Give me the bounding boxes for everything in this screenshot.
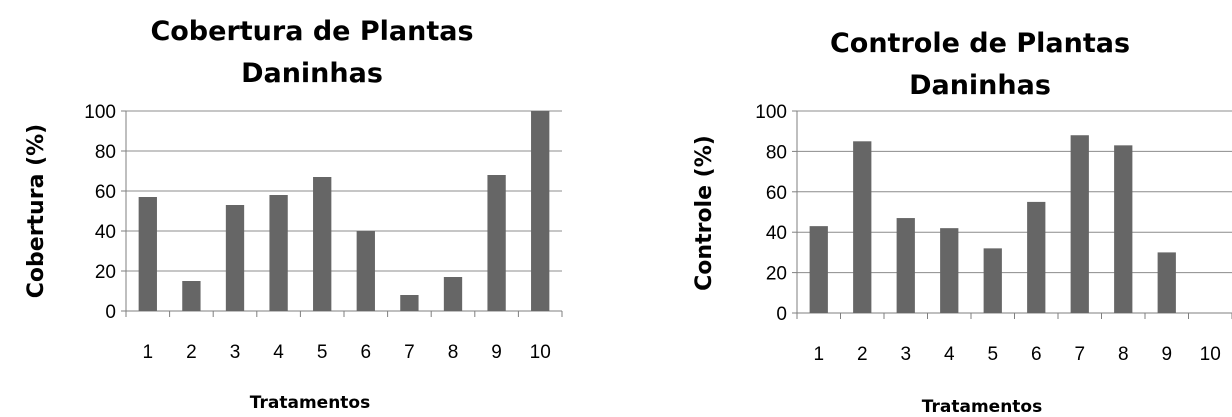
bar bbox=[1114, 145, 1133, 313]
bar bbox=[400, 295, 419, 311]
chart-title-line-2: Daninhas bbox=[241, 58, 383, 89]
x-tick-label: 5 bbox=[987, 344, 998, 365]
cobertura-chart: Cobertura de Plantas Daninhas Cobertura … bbox=[0, 0, 600, 417]
plot-area: 0 20 40 60 80 100 1 2 3 4 5 6 7 8 9 10 bbox=[84, 102, 563, 363]
x-tick-label: 2 bbox=[186, 342, 197, 363]
y-tick-label: 20 bbox=[95, 262, 116, 283]
controle-chart-svg: Controle de Plantas Daninhas Controle (%… bbox=[692, 28, 1232, 417]
x-tick-label: 4 bbox=[944, 344, 955, 365]
x-tick-label: 1 bbox=[143, 342, 154, 363]
cobertura-chart-svg: Cobertura de Plantas Daninhas Cobertura … bbox=[24, 16, 563, 413]
y-tick-label: 60 bbox=[766, 183, 787, 204]
y-tick-label: 80 bbox=[95, 142, 116, 163]
bar bbox=[983, 248, 1002, 313]
y-tick-label: 100 bbox=[755, 102, 787, 123]
x-tick-label: 10 bbox=[530, 342, 551, 363]
y-tick-label: 20 bbox=[766, 264, 787, 285]
chart-title-line-2: Daninhas bbox=[909, 70, 1051, 101]
x-axis-label: Tratamentos bbox=[250, 393, 370, 413]
y-tick-label: 100 bbox=[84, 102, 116, 123]
y-tick-label: 40 bbox=[95, 222, 116, 243]
chart-title-line-1: Controle de Plantas bbox=[830, 28, 1130, 59]
chart-title-line-1: Cobertura de Plantas bbox=[150, 16, 473, 47]
bar bbox=[896, 218, 915, 313]
bar bbox=[1157, 252, 1176, 313]
bar bbox=[531, 111, 550, 311]
x-tick-label: 6 bbox=[1031, 344, 1042, 365]
x-tick-label: 5 bbox=[317, 342, 328, 363]
bar bbox=[313, 177, 332, 311]
bar bbox=[182, 281, 201, 311]
x-tick-label: 3 bbox=[900, 344, 911, 365]
y-axis-label: Controle (%) bbox=[692, 135, 717, 291]
bar bbox=[269, 195, 288, 311]
x-tick-label: 7 bbox=[404, 342, 415, 363]
x-tick-label: 10 bbox=[1200, 344, 1221, 365]
bar bbox=[1027, 201, 1046, 313]
x-axis-label: Tratamentos bbox=[922, 397, 1042, 417]
x-tick-label: 9 bbox=[491, 342, 502, 363]
bar bbox=[138, 197, 157, 311]
y-tick-label: 60 bbox=[95, 182, 116, 203]
x-tick-label: 7 bbox=[1074, 344, 1085, 365]
bar bbox=[1070, 135, 1089, 313]
bar bbox=[853, 141, 872, 313]
x-tick-label: 8 bbox=[1118, 344, 1129, 365]
bar bbox=[356, 231, 375, 311]
y-axis-label: Cobertura (%) bbox=[24, 124, 49, 298]
bar bbox=[940, 228, 959, 313]
controle-chart: Controle de Plantas Daninhas Controle (%… bbox=[640, 0, 1232, 417]
x-tick-label: 3 bbox=[230, 342, 241, 363]
x-tick-label: 2 bbox=[857, 344, 868, 365]
x-tick-label: 1 bbox=[813, 344, 824, 365]
bar bbox=[809, 226, 828, 313]
x-tick-label: 9 bbox=[1161, 344, 1172, 365]
y-tick-label: 80 bbox=[766, 142, 787, 163]
x-tick-label: 6 bbox=[361, 342, 372, 363]
x-tick-label: 4 bbox=[273, 342, 284, 363]
bar bbox=[487, 175, 506, 311]
bar bbox=[225, 205, 245, 311]
y-tick-label: 0 bbox=[105, 302, 116, 323]
y-tick-label: 40 bbox=[766, 223, 787, 244]
plot-area: 0 20 40 60 80 100 1 2 3 4 5 6 7 8 9 10 bbox=[755, 102, 1232, 365]
y-tick-label: 0 bbox=[776, 304, 787, 325]
bar bbox=[443, 277, 463, 311]
x-tick-label: 8 bbox=[448, 342, 459, 363]
